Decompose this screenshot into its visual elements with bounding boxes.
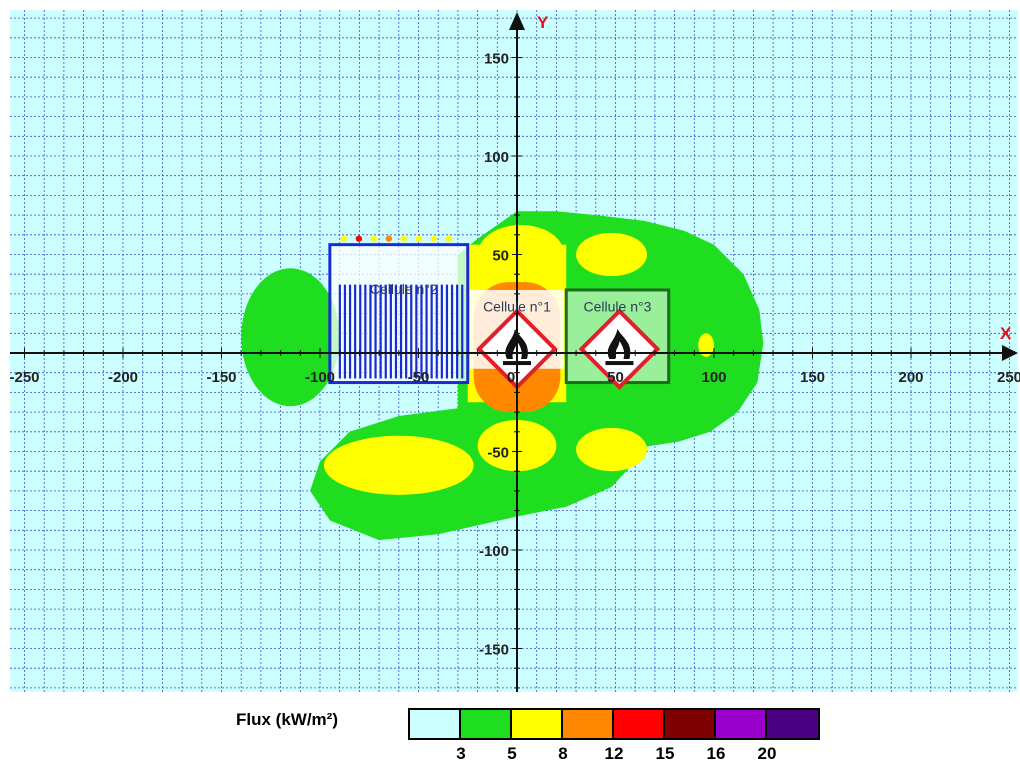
legend-threshold-label: 12 — [604, 744, 624, 763]
legend-swatch — [563, 710, 614, 738]
cell-fill — [329, 244, 468, 383]
axes: -250 -200 -150 -100 -50 0 50 100 150 200 250 150 100… — [9, 12, 1020, 692]
legend-threshold-label: 15 — [655, 744, 675, 763]
x-axis-arrow — [1002, 345, 1018, 361]
y-tick-label: -150 — [479, 642, 509, 659]
y-tick-label: 100 — [484, 149, 509, 166]
legend-threshold-label: 8 — [558, 744, 568, 763]
x-tick-label: -250 — [9, 369, 39, 386]
flux-dot — [430, 235, 438, 242]
y-axis-arrow — [509, 12, 525, 30]
flame-base — [605, 361, 634, 366]
cells — [328, 235, 671, 385]
legend-threshold-label: 20 — [757, 744, 777, 763]
cell-label: Cellule n°1 — [483, 299, 551, 315]
flux-zone-5 — [576, 232, 648, 277]
cell-label: Cellule n°3 — [584, 299, 652, 315]
flux-zone-5 — [698, 333, 714, 357]
legend: Flux (kW/m²) 3 5 8 12 15 16 20 — [236, 708, 856, 764]
cell-label: Cellule n°2 — [370, 281, 438, 297]
flux-dot — [370, 235, 378, 242]
flux-zone-3 — [241, 268, 340, 407]
flame-pictogram-2 — [578, 308, 661, 390]
legend-swatch — [665, 710, 716, 738]
legend-title: Flux (kW/m²) — [236, 710, 338, 729]
x-tick-label: -150 — [206, 369, 236, 386]
x-tick-label: 150 — [800, 369, 825, 386]
y-tick-label: 150 — [484, 51, 509, 68]
legend-swatch — [512, 710, 563, 738]
x-tick-label: 250 — [997, 369, 1020, 386]
cell-1 — [328, 235, 470, 385]
flux-zone-5 — [576, 427, 648, 472]
cell-labels: Cellule n°2 Cellule n°1 Cellule n°3 — [370, 281, 652, 315]
legend-color-bar — [408, 708, 820, 740]
x-tick-label: -200 — [108, 369, 138, 386]
flux-dot — [415, 235, 423, 242]
y-axis-label: Y — [537, 13, 549, 32]
flame-core — [615, 341, 625, 360]
cell-border — [328, 243, 470, 385]
x-tick-label: 50 — [607, 369, 624, 386]
y-tick-label: -100 — [479, 543, 509, 560]
flux-dot — [400, 235, 408, 242]
flux-dot — [445, 235, 453, 242]
legend-threshold-label: 16 — [706, 744, 726, 763]
x-tick-label: 200 — [898, 369, 923, 386]
flux-zone-5 — [323, 435, 474, 495]
y-tick-label: -50 — [487, 445, 509, 462]
legend-swatch — [461, 710, 512, 738]
legend-threshold-label: 5 — [507, 744, 517, 763]
legend-swatch — [410, 710, 461, 738]
flux-dot — [340, 235, 348, 242]
x-tick-label: 0 — [507, 369, 515, 386]
legend-swatch — [614, 710, 665, 738]
legend-swatch — [716, 710, 767, 738]
legend-swatch — [767, 710, 818, 738]
flux-dot — [385, 235, 393, 242]
legend-threshold-label: 3 — [456, 744, 466, 763]
y-tick-label: 50 — [492, 248, 509, 265]
x-tick-label: -100 — [305, 369, 335, 386]
x-tick-label: -50 — [408, 369, 430, 386]
flux-dot — [355, 235, 363, 242]
flux-map-chart: -250 -200 -150 -100 -50 0 50 100 150 200 250 150 100… — [9, 10, 1020, 692]
x-axis-label: X — [1000, 324, 1012, 343]
x-tick-label: 100 — [701, 369, 726, 386]
